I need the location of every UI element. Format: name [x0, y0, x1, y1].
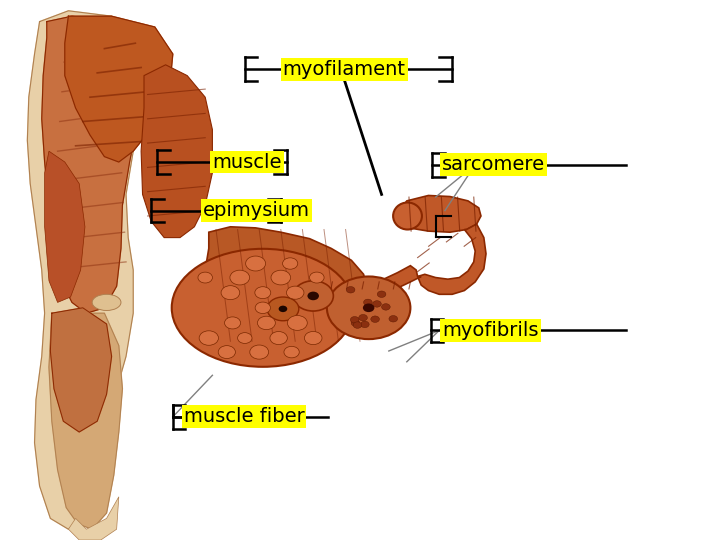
Circle shape — [359, 314, 367, 321]
Circle shape — [199, 331, 218, 345]
Circle shape — [361, 321, 369, 328]
Polygon shape — [27, 11, 151, 529]
Polygon shape — [42, 16, 144, 313]
Circle shape — [279, 306, 287, 312]
Circle shape — [364, 299, 372, 306]
Text: myofilament: myofilament — [283, 59, 405, 79]
Circle shape — [267, 297, 299, 321]
Circle shape — [198, 272, 212, 283]
Polygon shape — [45, 151, 85, 302]
Polygon shape — [310, 266, 421, 302]
Circle shape — [221, 286, 240, 300]
Circle shape — [255, 302, 271, 314]
Ellipse shape — [171, 249, 354, 367]
Polygon shape — [400, 195, 481, 232]
Polygon shape — [65, 16, 173, 162]
Circle shape — [351, 320, 360, 326]
Polygon shape — [418, 224, 486, 294]
Text: muscle: muscle — [212, 152, 282, 172]
Ellipse shape — [92, 294, 121, 310]
Circle shape — [293, 281, 333, 311]
Circle shape — [258, 316, 275, 329]
Circle shape — [284, 346, 300, 358]
Circle shape — [363, 303, 374, 312]
Circle shape — [287, 286, 304, 299]
Circle shape — [389, 315, 397, 322]
Polygon shape — [198, 227, 367, 343]
Circle shape — [287, 315, 307, 330]
Circle shape — [271, 270, 291, 285]
Circle shape — [382, 303, 390, 310]
Polygon shape — [49, 313, 122, 529]
Circle shape — [250, 345, 269, 359]
Polygon shape — [141, 65, 212, 238]
Text: sarcomere: sarcomere — [442, 155, 545, 174]
Circle shape — [353, 322, 361, 328]
Circle shape — [373, 301, 382, 307]
Circle shape — [346, 287, 355, 293]
Circle shape — [225, 317, 240, 329]
Text: epimysium: epimysium — [203, 201, 310, 220]
Circle shape — [282, 258, 298, 269]
Circle shape — [307, 292, 319, 300]
Circle shape — [255, 287, 271, 299]
Circle shape — [327, 276, 410, 339]
Circle shape — [270, 332, 287, 345]
Circle shape — [246, 256, 266, 271]
Text: muscle fiber: muscle fiber — [184, 407, 305, 427]
Circle shape — [230, 270, 250, 285]
Circle shape — [310, 272, 324, 283]
Circle shape — [371, 316, 379, 322]
Text: myofibrils: myofibrils — [442, 321, 539, 340]
Circle shape — [377, 291, 386, 298]
Circle shape — [305, 332, 322, 345]
Circle shape — [351, 316, 359, 323]
Ellipse shape — [393, 202, 422, 230]
Circle shape — [238, 333, 252, 343]
Circle shape — [218, 346, 235, 359]
Polygon shape — [68, 497, 119, 540]
Polygon shape — [50, 308, 112, 432]
